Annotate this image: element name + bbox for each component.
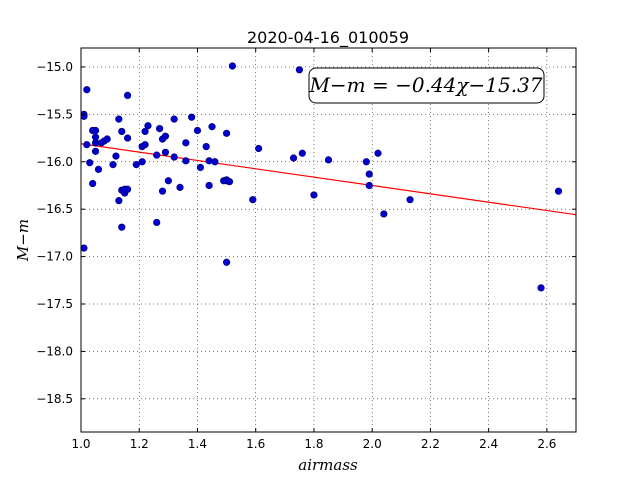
y-tick-label: −16.5 bbox=[36, 202, 73, 216]
data-point bbox=[123, 185, 132, 193]
data-points bbox=[81, 62, 563, 292]
data-point bbox=[115, 115, 123, 123]
data-point bbox=[138, 158, 146, 166]
data-point bbox=[170, 115, 178, 123]
data-point bbox=[83, 141, 91, 149]
data-point bbox=[156, 124, 164, 133]
data-point bbox=[158, 187, 167, 195]
x-tick-label: 1.0 bbox=[71, 437, 90, 451]
data-point bbox=[118, 127, 126, 136]
y-tick-label: −15.0 bbox=[36, 60, 73, 74]
x-tick-label: 2.2 bbox=[421, 437, 440, 451]
x-tick-label: 1.8 bbox=[304, 437, 323, 451]
data-point bbox=[144, 122, 152, 130]
data-point bbox=[205, 181, 213, 190]
data-point bbox=[406, 196, 414, 204]
data-point bbox=[537, 284, 545, 292]
data-point bbox=[202, 143, 210, 151]
data-point bbox=[141, 127, 149, 136]
data-point bbox=[193, 126, 202, 135]
data-point bbox=[109, 161, 117, 169]
data-point bbox=[123, 91, 132, 100]
data-point bbox=[188, 113, 196, 121]
data-point bbox=[298, 149, 306, 157]
data-point bbox=[362, 158, 370, 166]
x-tick-label: 1.2 bbox=[130, 437, 149, 451]
data-point bbox=[118, 223, 126, 231]
data-point bbox=[380, 210, 388, 218]
data-point bbox=[103, 135, 111, 143]
data-point bbox=[89, 179, 97, 188]
data-point bbox=[176, 183, 184, 191]
data-point bbox=[211, 158, 219, 166]
x-tick-label: 1.4 bbox=[188, 437, 207, 451]
data-point bbox=[228, 62, 237, 70]
x-axis-label: airmass bbox=[298, 456, 358, 474]
data-point bbox=[225, 178, 234, 186]
fit-line-layer bbox=[81, 143, 576, 216]
data-point bbox=[164, 177, 172, 185]
y-axis-label: M−m bbox=[14, 219, 32, 262]
data-point bbox=[91, 126, 100, 135]
data-point bbox=[153, 151, 161, 159]
data-point bbox=[205, 157, 213, 165]
y-tick-label: −18.5 bbox=[36, 392, 73, 406]
data-point bbox=[289, 154, 298, 162]
data-point bbox=[81, 244, 88, 252]
data-point bbox=[91, 147, 100, 155]
x-tick-label: 2.0 bbox=[363, 437, 382, 451]
data-point bbox=[222, 129, 231, 137]
grid bbox=[80, 48, 576, 432]
data-point bbox=[310, 191, 318, 199]
data-point bbox=[208, 123, 216, 131]
x-tick-label: 2.4 bbox=[479, 437, 498, 451]
axis-ticks: 1.0 1.2 1.4 1.6 1.8 2.0 2.2 2.4 2.6 −15.0 −15.5 −16… bbox=[36, 48, 576, 451]
y-tick-label: −17.5 bbox=[36, 297, 73, 311]
data-point bbox=[86, 159, 94, 167]
data-point bbox=[141, 141, 149, 149]
fit-equation: M−m = −0.44χ−15.37 bbox=[308, 73, 542, 97]
data-point bbox=[153, 218, 161, 227]
data-point bbox=[182, 157, 190, 165]
data-point bbox=[365, 170, 373, 178]
annotation-frame bbox=[308, 67, 545, 104]
data-point bbox=[554, 187, 563, 195]
data-point bbox=[83, 86, 91, 94]
data-point bbox=[365, 181, 373, 190]
data-point bbox=[374, 149, 382, 157]
plot-frame bbox=[80, 47, 577, 433]
data-point bbox=[132, 161, 140, 169]
data-point bbox=[123, 134, 132, 142]
fit-line bbox=[81, 143, 576, 216]
data-point bbox=[112, 152, 120, 160]
x-tick-label: 2.6 bbox=[537, 437, 556, 451]
data-point bbox=[182, 139, 190, 147]
data-point bbox=[115, 197, 123, 205]
chart-title: 2020-04-16_010059 bbox=[247, 28, 409, 48]
data-point bbox=[94, 165, 103, 173]
data-point bbox=[170, 153, 178, 161]
x-tick-label: 1.6 bbox=[246, 437, 265, 451]
data-point bbox=[249, 196, 257, 204]
data-point bbox=[255, 144, 263, 153]
data-point bbox=[161, 132, 170, 140]
data-point bbox=[161, 148, 170, 156]
data-point bbox=[324, 156, 333, 164]
data-point bbox=[196, 163, 204, 172]
y-tick-label: −15.5 bbox=[36, 107, 73, 121]
y-tick-label: −16.0 bbox=[36, 155, 73, 169]
data-point bbox=[222, 258, 231, 266]
y-tick-label: −17.0 bbox=[36, 250, 73, 264]
data-point bbox=[295, 66, 303, 74]
annotation-box: M−m = −0.44χ−15.37 bbox=[308, 67, 545, 104]
y-tick-label: −18.0 bbox=[36, 344, 73, 358]
